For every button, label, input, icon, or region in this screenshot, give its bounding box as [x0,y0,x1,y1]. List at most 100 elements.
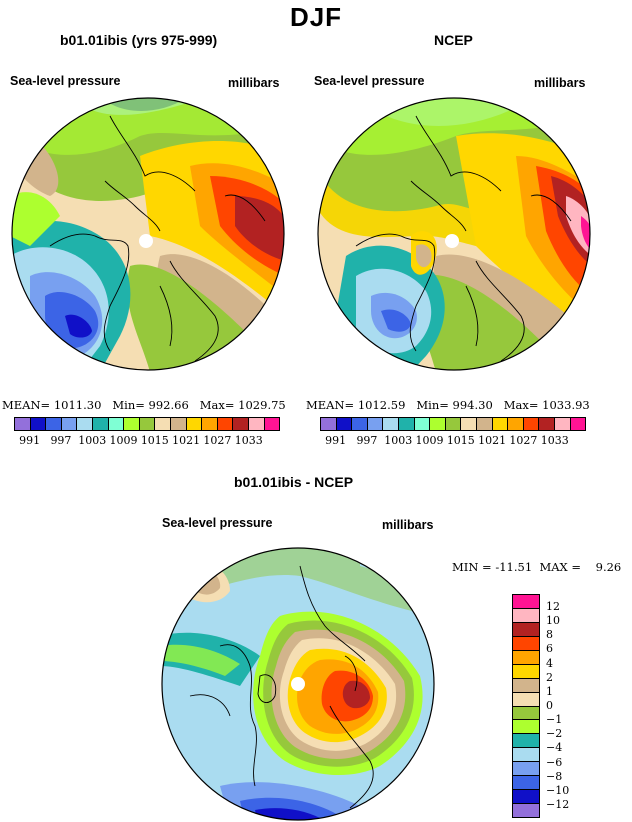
colorbar-swatch [513,706,539,721]
colorbar-swatch [513,622,539,637]
left-units-label: millibars [228,76,280,90]
colorbar-swatch [513,748,539,763]
colorbar-tick-label: 6 [546,642,553,656]
colorbar-swatch [124,418,140,430]
colorbar-swatch [513,650,539,665]
colorbar-swatch [108,418,125,430]
right-panel-title: NCEP [434,32,473,48]
colorbar-tick-label: −12 [546,797,570,811]
colorbar-swatch [217,418,234,430]
colorbar-swatch [513,608,539,623]
colorbar-swatch [46,418,62,430]
colorbar-swatch [15,418,31,430]
colorbar-swatch [461,418,477,430]
colorbar-swatch [513,678,539,693]
diff-colorbar-labels: 12 10 8 6 4 2 1 0 −1 −2 −4 −6 −8 −10 −12 [546,601,569,811]
colorbar-tick-label: 1033 [234,434,263,447]
colorbar-tick-label: 1003 [78,434,107,447]
colorbar-tick-label: −4 [546,741,563,755]
colorbar-tick-label: 1021 [172,434,201,447]
colorbar-swatch [61,418,78,430]
colorbar-swatch [539,418,555,430]
colorbar-swatch [513,636,539,651]
colorbar-tick-label: 1033 [540,434,569,447]
colorbar-swatch [513,776,539,791]
colorbar-swatch [492,418,509,430]
right-max-value: 1033.93 [542,398,590,412]
left-panel-title: b01.01ibis (yrs 975-999) [60,32,218,48]
left-max-value: 1029.75 [238,398,286,412]
colorbar-tick-label: 1015 [140,434,169,447]
diff-max-value: 9.26 [595,560,622,574]
left-stats: MEAN= 1011.30 Min= 992.66 Max= 1029.75 [2,398,286,412]
colorbar-tick-label: 8 [546,628,553,642]
colorbar-tick-label: 1027 [203,434,232,447]
left-polar-map [11,97,285,371]
right-mean-value: 1012.59 [357,398,406,412]
colorbar-swatch [513,664,539,679]
colorbar-tick-label: −8 [546,769,563,783]
diff-units-label: millibars [382,518,434,532]
colorbar-swatch [77,418,93,430]
colorbar-tick-label: 1015 [446,434,475,447]
colorbar-swatch [155,418,171,430]
colorbar-swatch [186,418,203,430]
colorbar-swatch [513,790,539,805]
colorbar-tick-label: 0 [546,698,553,712]
colorbar-swatch [352,418,368,430]
colorbar-swatch [570,418,586,430]
colorbar-tick-label: −2 [546,727,563,741]
left-min-value: 992.66 [148,398,189,412]
colorbar-swatch [398,418,415,430]
colorbar-tick-label: 1009 [109,434,138,447]
colorbar-tick-label: 1009 [415,434,444,447]
colorbar-swatch [523,418,540,430]
colorbar-tick-label: 997 [356,434,378,447]
left-variable-label: Sea-level pressure [10,74,121,88]
colorbar-tick-label: 991 [19,434,41,447]
right-units-label: millibars [534,76,586,90]
left-mean-value: 1011.30 [53,398,102,412]
colorbar-tick-label: 1021 [478,434,507,447]
colorbar-swatch [92,418,109,430]
colorbar-tick-label: 997 [50,434,72,447]
colorbar-swatch [513,804,539,817]
colorbar-swatch [430,418,446,430]
colorbar-swatch [383,418,399,430]
right-variable-label: Sea-level pressure [314,74,425,88]
colorbar-swatch [248,418,265,430]
right-polar-map [317,97,591,371]
colorbar-tick-label: 12 [546,600,560,613]
page-title: DJF [289,2,343,32]
colorbar-swatch [264,418,280,430]
colorbar-swatch [476,418,493,430]
right-min-value: 994.30 [452,398,493,412]
diff-min-value: -11.51 [495,560,533,574]
colorbar-swatch [414,418,431,430]
colorbar-tick-label: −6 [546,755,563,769]
colorbar-swatch [202,418,218,430]
colorbar-tick-label: −1 [546,713,563,727]
colorbar-swatch [139,418,156,430]
diff-variable-label: Sea-level pressure [162,516,273,530]
colorbar-swatch [513,720,539,735]
colorbar-tick-label: 2 [546,670,553,684]
diff-panel-title: b01.01ibis - NCEP [234,474,354,490]
colorbar-tick-label: 991 [325,434,347,447]
colorbar-swatch [513,692,539,707]
colorbar-swatch [513,595,539,609]
colorbar-swatch [336,418,353,430]
colorbar-swatch [321,418,337,430]
colorbar-swatch [30,418,47,430]
right-stats: MEAN= 1012.59 Min= 994.30 Max= 1033.93 [306,398,590,412]
colorbar-swatch [508,418,524,430]
colorbar-tick-label: 1003 [384,434,413,447]
colorbar-tick-label: −10 [546,783,570,797]
colorbar-swatch [445,418,462,430]
diff-stats: MIN = -11.51 MAX = 9.26 [452,560,622,574]
colorbar-tick-label: 4 [546,656,553,670]
colorbar-tick-label: 1 [546,684,553,698]
colorbar-tick-label: 10 [546,614,560,628]
colorbar-swatch [233,418,249,430]
left-colorbar [14,417,280,431]
